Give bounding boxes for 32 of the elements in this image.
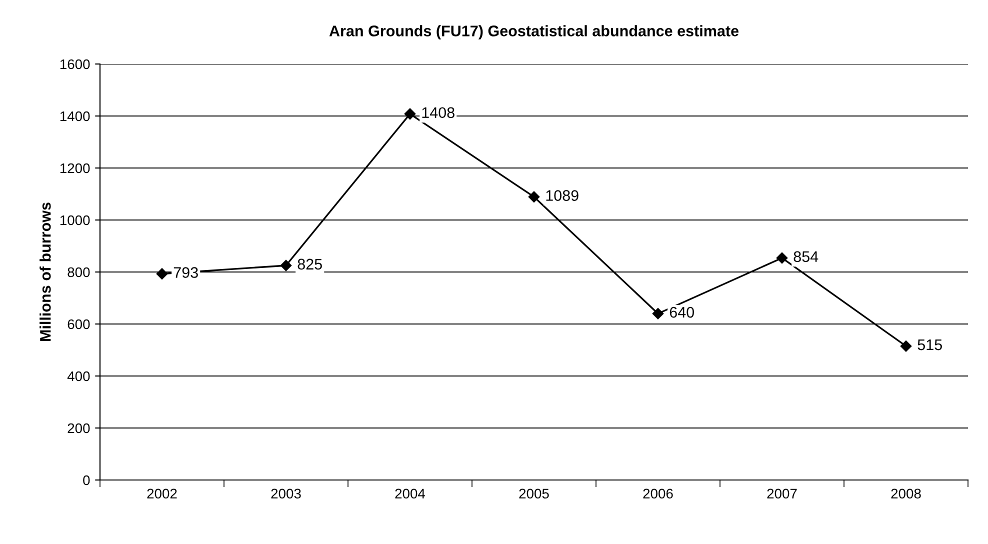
x-tick-label: 2007 [767, 488, 797, 499]
data-label: 640 [670, 306, 694, 318]
y-axis-title: Millions of burrows [40, 202, 51, 341]
data-label: 854 [794, 251, 818, 262]
data-label: 825 [298, 258, 322, 270]
y-tick-label: 1600 [60, 59, 90, 70]
y-tick-label: 1200 [60, 163, 90, 174]
point [776, 252, 788, 264]
y-tick-label: 600 [68, 319, 90, 330]
data-label: 515 [918, 340, 942, 350]
x-tick-label: 2003 [271, 488, 301, 499]
y-tick-label: 1000 [60, 215, 90, 226]
point [156, 268, 168, 280]
y-tick-label: 0 [83, 475, 90, 486]
point [528, 191, 540, 202]
x-tick-label: 2005 [519, 488, 549, 499]
x-tick-label: 2004 [395, 488, 426, 499]
data-label: 1408 [422, 107, 454, 118]
y-tick-label: 400 [67, 371, 90, 382]
point [652, 308, 664, 320]
data-label: 793 [174, 267, 198, 278]
y-tick-label: 800 [68, 267, 90, 278]
point [404, 108, 416, 120]
point [280, 260, 292, 272]
point [900, 340, 912, 352]
chart-title: Aran Grounds (FU17) Geostatistical abundance estimate [329, 25, 739, 40]
x-tick-label: 2006 [643, 488, 673, 499]
x-tick-label: 2008 [891, 488, 921, 499]
y-tick-label: 200 [68, 423, 90, 434]
y-tick-label: 1400 [60, 111, 90, 122]
data-label: 1089 [546, 190, 578, 201]
x-tick-label: 2002 [147, 488, 177, 499]
